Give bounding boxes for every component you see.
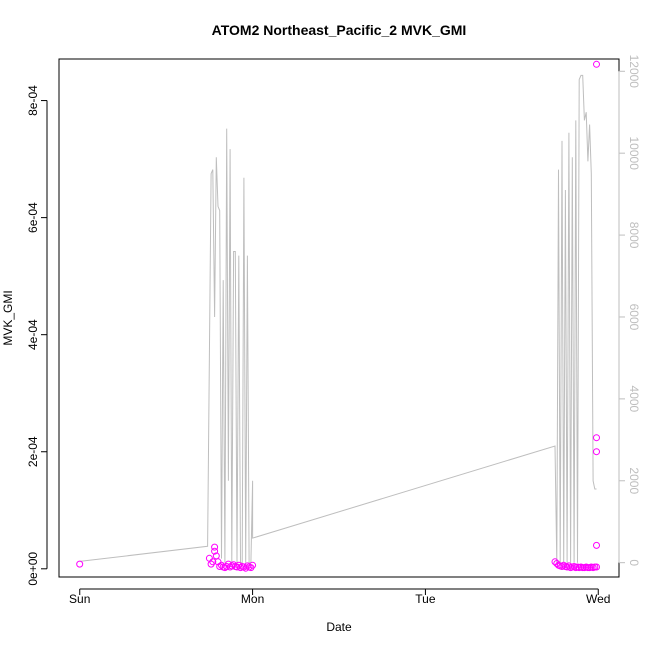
data-point: [205, 554, 213, 562]
data-point: [563, 563, 571, 571]
data-point: [237, 564, 244, 572]
data-point: [226, 563, 234, 571]
y-axis-title: MVK_GMI: [1, 290, 15, 345]
bottom-axis-tick-label: Mon: [241, 592, 264, 606]
x-axis-title: Date: [326, 620, 352, 634]
data-point: [249, 561, 257, 569]
data-point: [593, 541, 600, 549]
data-point: [228, 562, 236, 570]
data-point: [570, 563, 578, 570]
plot-area-border: [58, 58, 620, 578]
data-point: [593, 60, 600, 68]
data-point: [211, 547, 219, 555]
data-point: [558, 563, 566, 570]
data-point: [593, 448, 600, 456]
left-axis-tick-label: 6e-04: [26, 202, 40, 233]
right-axis-tick-label: 4000: [627, 386, 641, 413]
data-point: [221, 564, 229, 572]
right-axis-tick-label: 0: [627, 559, 641, 566]
data-point: [565, 562, 573, 570]
right-axis-tick-label: 12000: [627, 55, 641, 89]
right-axis-tick-label: 2000: [627, 467, 641, 494]
left-axis-tick-label: 4e-04: [26, 319, 40, 350]
data-point: [593, 434, 600, 442]
right-axis-tick-label: 10000: [627, 136, 641, 170]
bottom-axis-tick-label: Wed: [586, 592, 610, 606]
data-point: [216, 563, 224, 570]
left-axis: 0e+00 2e-04 4e-04 6e-04 8e-04: [26, 85, 48, 586]
right-axis: 0 2000 4000 6000 8000 10000 12000: [618, 55, 641, 566]
data-point: [243, 562, 251, 570]
right-axis-tick-label: 8000: [627, 222, 641, 249]
left-axis-tick-label: 8e-04: [26, 85, 40, 116]
chart-title: ATOM2 Northeast_Pacific_2 MVK_GMI: [212, 22, 467, 38]
data-point: [240, 563, 248, 571]
data-point: [593, 563, 600, 571]
series-points: [76, 60, 600, 572]
data-point: [551, 558, 559, 566]
series-line: [79, 74, 597, 564]
data-point: [233, 563, 241, 571]
data-point: [76, 560, 84, 568]
bottom-axis-tick-label: Tue: [415, 592, 436, 606]
data-point: [560, 561, 568, 569]
bottom-axis: Sun Mon Tue Wed: [69, 588, 610, 606]
left-axis-tick-label: 2e-04: [26, 436, 40, 467]
series-line-path: [79, 74, 597, 564]
data-point: [209, 558, 217, 566]
left-axis-tick-label: 0e+00: [26, 552, 40, 586]
bottom-axis-tick-label: Sun: [69, 592, 90, 606]
data-point: [214, 558, 222, 566]
right-axis-tick-label: 6000: [627, 304, 641, 331]
data-point: [211, 543, 219, 551]
